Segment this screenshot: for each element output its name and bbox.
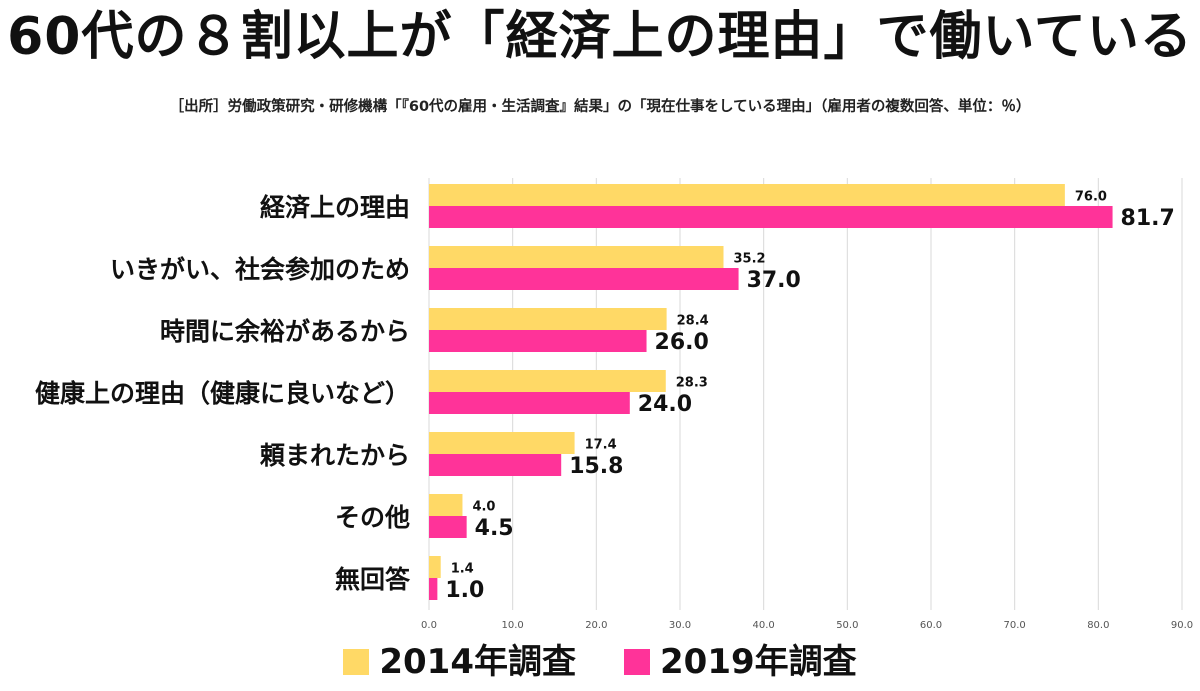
bar-2019: [429, 206, 1113, 228]
value-label-2019: 4.5: [475, 516, 514, 541]
x-tick-label: 90.0: [1171, 620, 1193, 631]
legend-swatch-2014: [343, 649, 370, 675]
bar-2014: [429, 184, 1065, 206]
labels: 0.0 10.0 20.0 30.0 40.0 50.0 60.0 70.0 80.0 90.0 経…: [35, 190, 1193, 632]
x-tick-label: 10.0: [502, 620, 524, 631]
category-label: その他: [335, 503, 410, 532]
bars: [429, 184, 1113, 600]
legend: 2014年調査 2019年調査: [0, 640, 1200, 684]
value-label-2014: 17.4: [585, 438, 617, 453]
category-label: 頼まれたから: [260, 441, 410, 470]
x-tick-label: 30.0: [669, 620, 691, 631]
x-tick-label: 50.0: [836, 620, 858, 631]
category-label: いきがい、社会参加のため: [110, 255, 410, 284]
value-label-2014: 28.4: [677, 314, 709, 329]
value-label-2014: 28.3: [676, 376, 708, 391]
x-tick-label: 80.0: [1087, 620, 1109, 631]
value-label-2019: 37.0: [747, 268, 801, 293]
bar-2019: [429, 454, 562, 476]
x-tick-label: 60.0: [920, 620, 942, 631]
chart-title: 60代の８割以上が「経済上の理由」で働いている: [7, 7, 1193, 67]
value-label-2014: 1.4: [451, 562, 474, 577]
value-label-2019: 24.0: [638, 392, 692, 417]
bar-2014: [429, 370, 666, 392]
legend-swatch-2019: [624, 649, 650, 675]
category-label: 無回答: [335, 565, 411, 594]
bar-2019: [429, 392, 630, 414]
legend-label-2019: 2019年調査: [660, 642, 857, 682]
bar-2014: [429, 308, 667, 330]
bar-2014: [429, 556, 441, 578]
value-label-2019: 15.8: [569, 454, 623, 479]
value-label-2019: 1.0: [445, 578, 484, 603]
value-label-2014: 76.0: [1075, 190, 1107, 205]
x-tick-label: 40.0: [753, 620, 775, 631]
category-label: 経済上の理由: [260, 193, 410, 222]
source-note: ［出所］労働政策研究・研修機構「『60代の雇用・生活調査』結果」の「現在仕事をし…: [169, 99, 1031, 115]
bar-2014: [429, 432, 575, 454]
bar-2014: [429, 494, 463, 516]
value-label-2019: 26.0: [655, 330, 709, 355]
legend-label-2014: 2014年調査: [379, 642, 576, 682]
value-label-2019: 81.7: [1121, 206, 1175, 231]
legend-item-2014: 2014年調査: [343, 640, 576, 684]
bar-2019: [429, 516, 467, 538]
x-tick-label: 0.0: [421, 620, 437, 631]
x-tick-label: 70.0: [1004, 620, 1026, 631]
bar-2019: [429, 330, 647, 352]
bar-chart: 0.0 10.0 20.0 30.0 40.0 50.0 60.0 70.0 80.0 90.0 経…: [35, 178, 1193, 632]
category-label: 健康上の理由（健康に良いなど）: [35, 379, 410, 408]
bar-2014: [429, 246, 724, 268]
bar-2019: [429, 268, 739, 290]
legend-item-2019: 2019年調査: [624, 640, 857, 684]
value-label-2014: 4.0: [472, 500, 495, 515]
value-label-2014: 35.2: [734, 252, 766, 267]
bar-2019: [429, 578, 438, 600]
category-label: 時間に余裕があるから: [160, 317, 410, 346]
x-tick-label: 20.0: [585, 620, 607, 631]
